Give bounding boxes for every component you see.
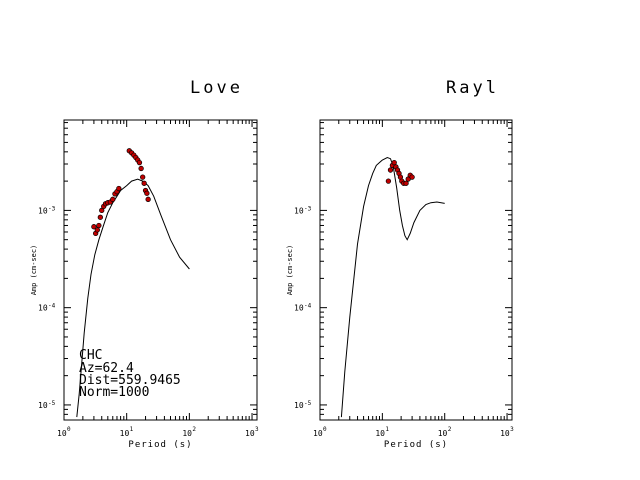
station-norm: Norm=1000 bbox=[79, 385, 149, 400]
love-y-tick-label-exp: -4 bbox=[48, 303, 56, 310]
love-x-tick-label: 10 bbox=[120, 429, 130, 438]
love-observed-point bbox=[145, 196, 151, 202]
station-distance: Dist=559.9465 bbox=[79, 373, 181, 388]
love-y-tick-label-exp: -3 bbox=[48, 205, 56, 212]
rayl-x-axis-label: Period (s) bbox=[384, 440, 448, 450]
love-observed-point bbox=[141, 180, 147, 186]
station-name: CHC bbox=[79, 348, 102, 363]
rayl-x-tick-label: 10 bbox=[438, 429, 448, 438]
love-y-tick-label: 10 bbox=[38, 304, 48, 313]
rayl-observed-point bbox=[409, 174, 415, 180]
rayl-observed-point bbox=[391, 159, 397, 166]
love-y-tick-label: 10 bbox=[38, 401, 48, 410]
rayl-x-tick-label: 10 bbox=[375, 429, 385, 438]
love-x-tick-label-exp: 0 bbox=[67, 426, 71, 433]
love-x-axis-label: Period (s) bbox=[128, 440, 192, 450]
love-observed-point bbox=[144, 190, 150, 196]
rayl-x-tick-label-exp: 3 bbox=[510, 426, 514, 433]
love-frame bbox=[63, 119, 258, 421]
rayl-x-tick-label-exp: 0 bbox=[323, 426, 327, 433]
rayl-observed-point bbox=[403, 180, 409, 186]
love-model-curve bbox=[76, 178, 190, 418]
rayl-y-tick-label-exp: -3 bbox=[304, 205, 312, 212]
love-x-tick-label: 10 bbox=[182, 429, 192, 438]
rayl-frame bbox=[319, 119, 513, 421]
love-x-tick-label-exp: 2 bbox=[192, 426, 196, 433]
love-observed-point bbox=[110, 196, 116, 202]
love-observed-point bbox=[94, 227, 100, 233]
rayl-y-tick-label: 10 bbox=[294, 304, 304, 313]
rayl-observed-point bbox=[385, 178, 392, 184]
love-observed-point bbox=[140, 174, 146, 180]
rayl-y-tick-label-exp: -4 bbox=[304, 303, 312, 310]
love-observed-point bbox=[138, 165, 144, 172]
love-y-tick-label: 10 bbox=[38, 206, 48, 215]
rayl-title: Rayl bbox=[446, 78, 499, 98]
rayl-x-tick-label-exp: 2 bbox=[448, 426, 452, 433]
love-x-tick-label-exp: 3 bbox=[255, 426, 259, 433]
love-x-tick-label: 10 bbox=[57, 429, 67, 438]
love-observed-point bbox=[116, 185, 122, 192]
rayl-y-tick-label-exp: -5 bbox=[304, 400, 312, 407]
love-observed-point bbox=[97, 214, 103, 220]
rayl-y-tick-label: 10 bbox=[294, 401, 304, 410]
station-info: CHC Az=62.4 Dist=559.9465 Norm=1000 bbox=[79, 348, 181, 400]
love-title: Love bbox=[190, 78, 243, 98]
love-y-tick-label-exp: -5 bbox=[48, 400, 56, 407]
love-y-axis-label: Amp (cm-sec) bbox=[30, 245, 38, 296]
love-x-tick-label: 10 bbox=[245, 429, 255, 438]
rayl-model-curve bbox=[340, 156, 445, 418]
love-observed-point bbox=[96, 222, 102, 229]
love-x-tick-label-exp: 1 bbox=[130, 426, 134, 433]
rayl-x-tick-label-exp: 1 bbox=[385, 426, 389, 433]
rayl-observed-point bbox=[387, 167, 394, 173]
station-azimuth: Az=62.4 bbox=[79, 361, 134, 376]
love-observed-point bbox=[91, 224, 97, 230]
rayl-x-tick-label: 10 bbox=[313, 429, 323, 438]
rayl-y-axis-label: Amp (cm-sec) bbox=[286, 245, 294, 296]
love-observed-point bbox=[136, 159, 143, 166]
rayl-y-tick-label: 10 bbox=[294, 206, 304, 215]
rayl-x-tick-label: 10 bbox=[500, 429, 510, 438]
